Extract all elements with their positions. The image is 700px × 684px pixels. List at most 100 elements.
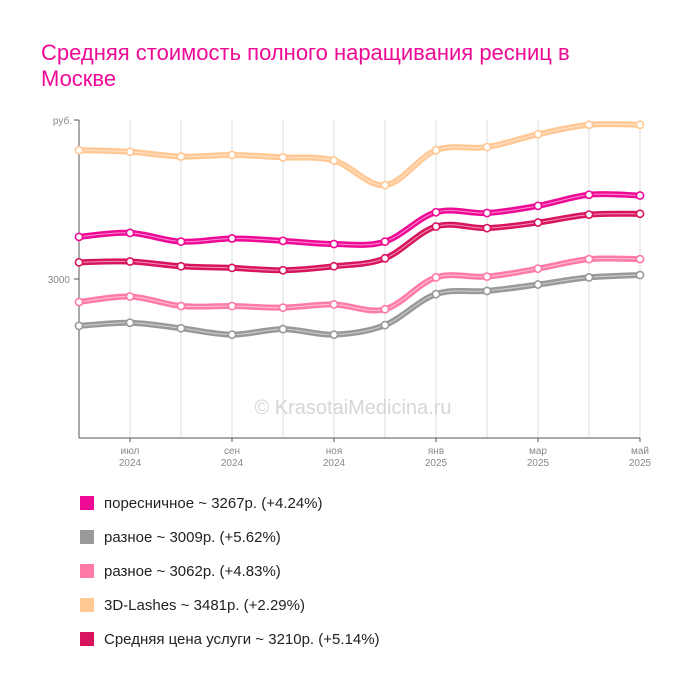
- data-point: [635, 120, 645, 130]
- data-point: [74, 257, 84, 267]
- data-point: [635, 209, 645, 219]
- data-point: [482, 208, 492, 218]
- data-point: [584, 254, 594, 264]
- legend-label: 3D-Lashes ~ 3481р. (+2.29%): [104, 596, 305, 614]
- legend-item[interactable]: 3D-Lashes ~ 3481р. (+2.29%): [80, 588, 380, 622]
- data-point: [176, 152, 186, 161]
- legend-swatch: [80, 598, 94, 612]
- data-point: [176, 301, 186, 311]
- series-group: [74, 270, 645, 340]
- series-group: [74, 254, 645, 314]
- data-point: [533, 218, 543, 227]
- x-tick-label-month: сен: [224, 446, 240, 457]
- legend: поресничное ~ 3267р. (+4.24%) разное ~ 3…: [80, 486, 380, 656]
- legend-swatch: [80, 632, 94, 646]
- x-tick-label-month: ноя: [326, 446, 343, 457]
- data-point: [227, 263, 237, 273]
- data-point: [278, 265, 288, 275]
- data-point: [227, 301, 237, 311]
- x-tick-label-month: май: [631, 446, 649, 457]
- data-point: [482, 272, 492, 282]
- data-point: [125, 257, 135, 266]
- series-group: [74, 190, 645, 249]
- data-point: [431, 145, 441, 155]
- data-point: [329, 261, 339, 271]
- data-point: [278, 324, 288, 334]
- data-point: [176, 237, 186, 247]
- x-tick-label-year: 2025: [629, 458, 652, 469]
- data-point: [227, 234, 237, 243]
- data-point: [278, 303, 288, 313]
- x-tick-label-month: мар: [529, 446, 547, 457]
- data-point: [380, 304, 390, 314]
- data-point: [74, 232, 84, 242]
- data-point: [329, 330, 339, 340]
- y-tick-label: 3000: [48, 275, 71, 286]
- data-point: [74, 321, 84, 331]
- data-point: [635, 254, 645, 264]
- data-point: [227, 150, 237, 160]
- data-point: [380, 253, 390, 263]
- data-point: [431, 289, 441, 299]
- series-layer: [74, 120, 645, 340]
- data-point: [176, 261, 186, 271]
- data-point: [635, 270, 645, 280]
- data-point: [329, 156, 339, 165]
- data-point: [125, 292, 135, 301]
- x-tick-label-month: янв: [428, 446, 444, 457]
- data-point: [74, 145, 84, 155]
- legend-label: Средняя цена услуги ~ 3210р. (+5.14%): [104, 630, 380, 648]
- data-point: [380, 180, 390, 190]
- chart-title: Средняя стоимость полного наращивания ре…: [41, 40, 570, 91]
- data-point: [533, 129, 543, 139]
- data-point: [431, 222, 441, 231]
- legend-item[interactable]: разное ~ 3062р. (+4.83%): [80, 554, 380, 588]
- x-tick-label-year: 2025: [425, 458, 448, 469]
- x-tick-label-year: 2024: [119, 458, 142, 469]
- legend-label: разное ~ 3062р. (+4.83%): [104, 562, 281, 580]
- data-point: [584, 190, 594, 200]
- data-point: [278, 152, 288, 162]
- watermark: © KrasotaiMedicina.ru: [254, 397, 451, 419]
- data-point: [125, 147, 135, 157]
- data-point: [125, 228, 135, 238]
- legend-swatch: [80, 496, 94, 510]
- legend-item[interactable]: разное ~ 3009р. (+5.62%): [80, 520, 380, 554]
- legend-label: разное ~ 3009р. (+5.62%): [104, 528, 281, 546]
- data-point: [482, 286, 492, 296]
- data-point: [482, 223, 492, 233]
- data-point: [584, 120, 594, 130]
- legend-label: поресничное ~ 3267р. (+4.24%): [104, 494, 323, 512]
- data-point: [74, 297, 84, 307]
- x-tick-label-year: 2025: [527, 458, 550, 469]
- legend-swatch: [80, 564, 94, 578]
- data-point: [380, 320, 390, 330]
- legend-item[interactable]: Средняя цена услуги ~ 3210р. (+5.14%): [80, 622, 380, 656]
- data-point: [431, 207, 441, 217]
- data-point: [329, 300, 339, 309]
- data-point: [482, 142, 492, 152]
- series-group: [74, 209, 645, 275]
- data-point: [329, 239, 339, 249]
- series-group: [74, 120, 645, 190]
- axis-layer: руб.3000июл2024сен2024ноя2024янв2025мар2…: [48, 115, 652, 469]
- x-tick-label-year: 2024: [323, 458, 346, 469]
- data-point: [278, 236, 288, 246]
- data-point: [533, 201, 543, 211]
- series-line: [76, 121, 643, 189]
- data-point: [584, 273, 594, 282]
- y-unit-label: руб.: [53, 115, 72, 127]
- legend-item[interactable]: поресничное ~ 3267р. (+4.24%): [80, 486, 380, 520]
- line-chart: © KrasotaiMedicina.ru руб.3000июл2024сен…: [48, 115, 652, 469]
- legend-swatch: [80, 530, 94, 544]
- x-tick-label-month: июл: [121, 446, 140, 457]
- data-point: [380, 237, 390, 247]
- x-tick-label-year: 2024: [221, 458, 244, 469]
- data-point: [533, 280, 543, 289]
- data-point: [176, 323, 186, 333]
- data-point: [227, 330, 237, 340]
- data-point: [431, 273, 441, 282]
- data-point: [635, 191, 645, 200]
- data-point: [584, 210, 594, 220]
- data-point: [533, 264, 543, 274]
